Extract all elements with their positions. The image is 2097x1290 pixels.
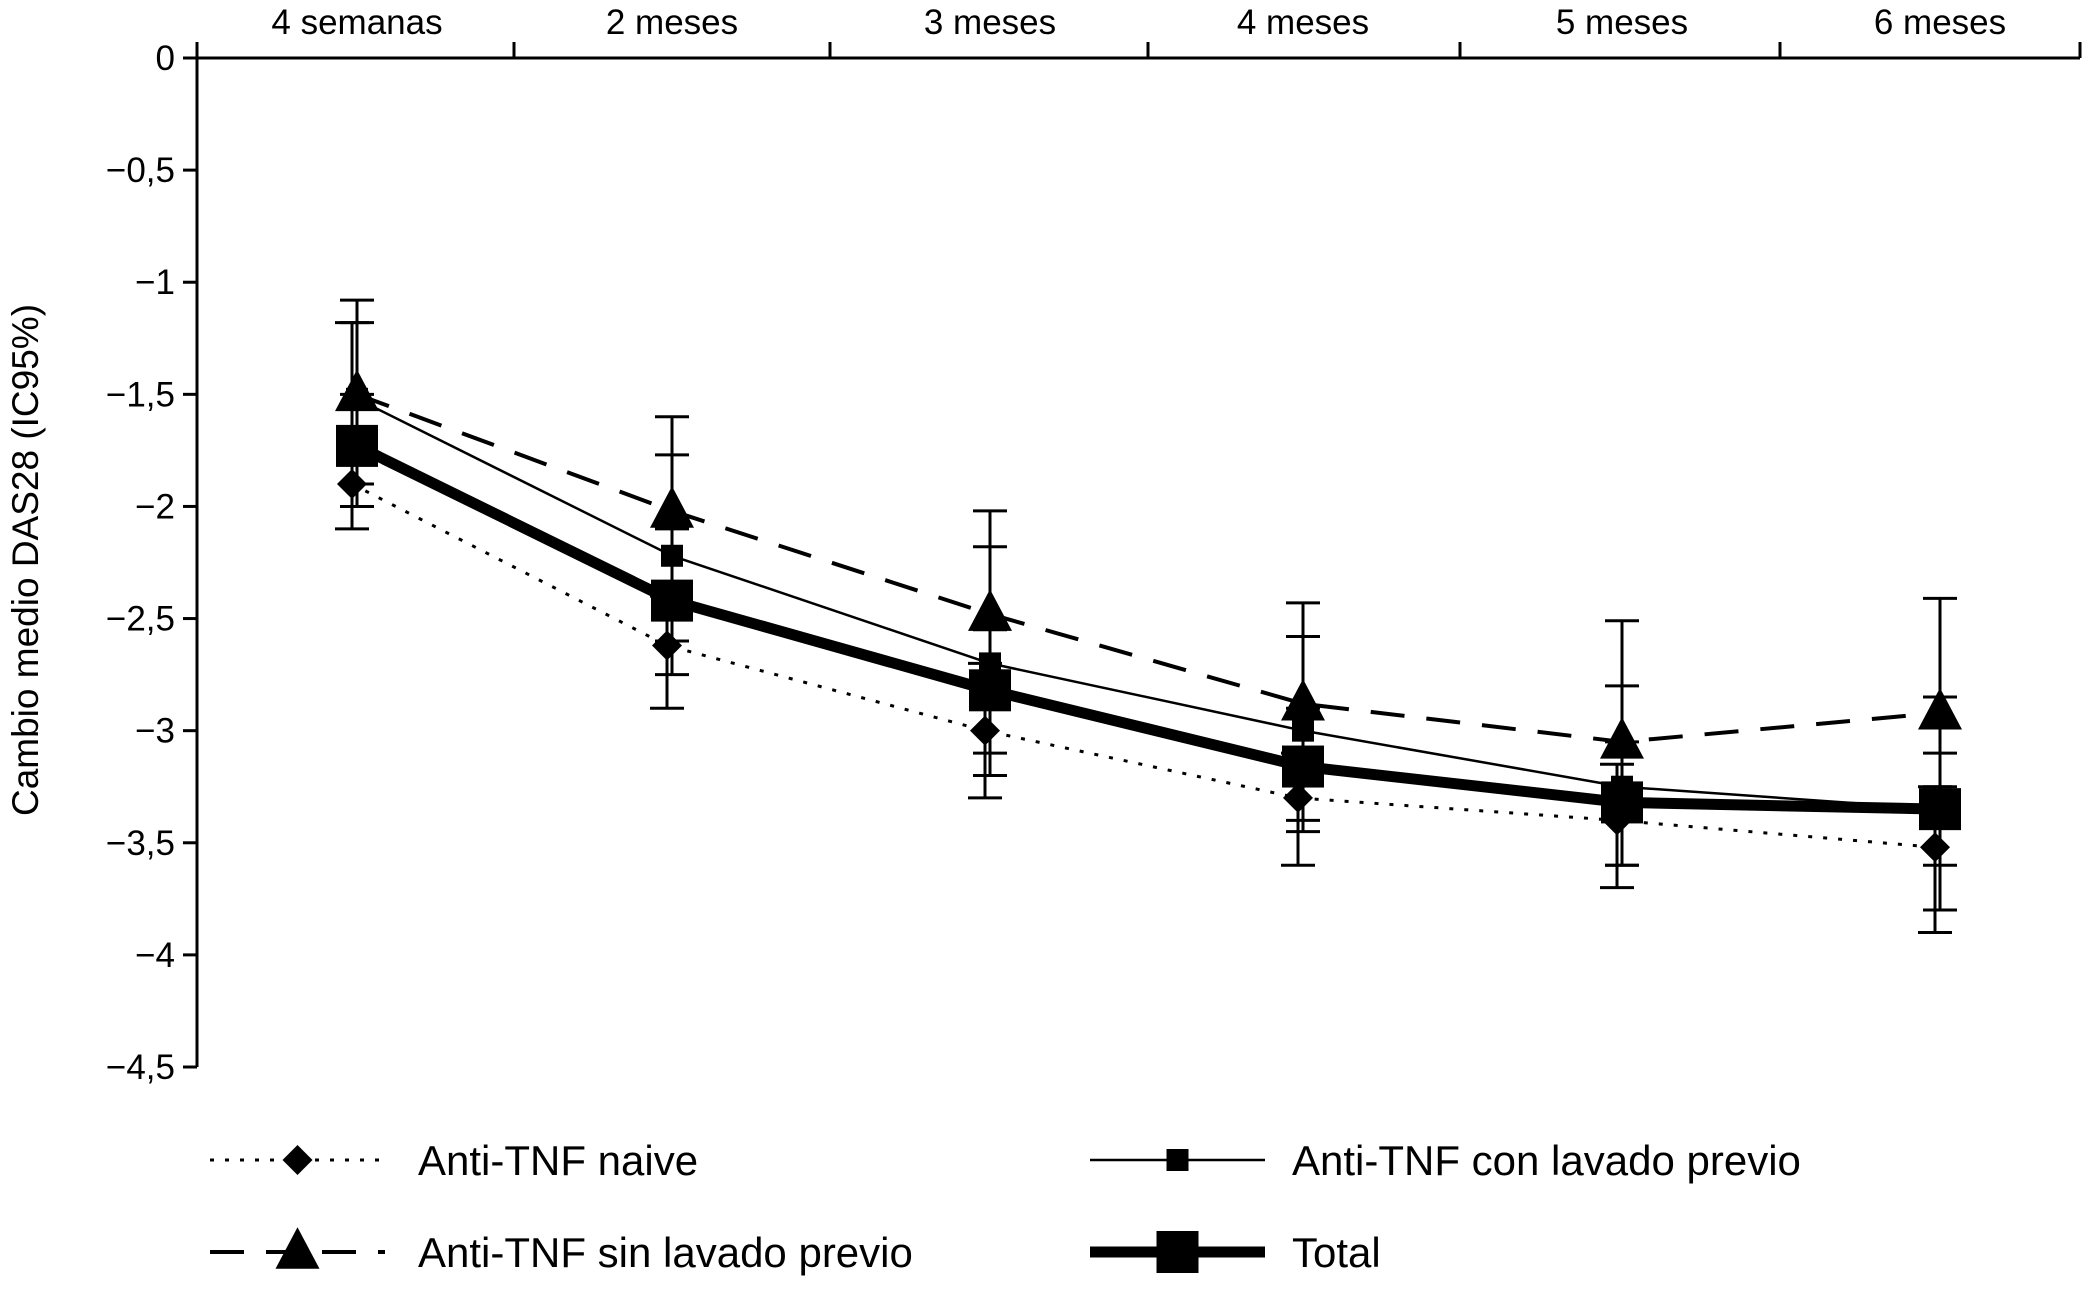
point (275, 1227, 320, 1269)
point (979, 652, 1001, 675)
legend-item: Anti-TNF naive (210, 1137, 698, 1184)
point (1918, 687, 1962, 730)
y-tick-label: 0 (156, 39, 175, 78)
point (652, 630, 682, 661)
legend-item: Anti-TNF sin lavado previo (210, 1227, 913, 1276)
y-tick-label: −1,5 (106, 375, 175, 414)
point (1282, 745, 1324, 788)
y-tick-label: −2,5 (106, 600, 175, 639)
legend-label: Anti-TNF sin lavado previo (418, 1229, 913, 1276)
legend-label: Anti-TNF con lavado previo (1292, 1137, 1801, 1184)
point (1920, 832, 1950, 863)
y-tick-label: −4 (135, 936, 175, 975)
y-tick-label: −2 (135, 487, 175, 526)
series-errorbars (340, 321, 1957, 912)
legend: Anti-TNF naive Anti-TNF con lavado previo… (210, 1137, 1801, 1276)
point (1281, 678, 1325, 721)
point (1166, 1149, 1189, 1171)
y-tick-label: −4,5 (106, 1048, 175, 1087)
point (337, 469, 367, 500)
point (650, 486, 694, 528)
point (651, 579, 693, 622)
x-category-label: 3 meses (924, 3, 1056, 42)
x-category-label: 4 semanas (271, 3, 442, 42)
series-line (356, 397, 1941, 811)
series-layer (335, 298, 1962, 934)
legend-label: Anti-TNF naive (418, 1137, 698, 1184)
y-axis-label: Cambio medio DAS28 (IC95%) (5, 304, 46, 816)
series-line (356, 392, 1941, 744)
point (1919, 788, 1961, 831)
point (336, 424, 378, 467)
series-anti-tnf-sin-lavado-previo (335, 369, 1962, 759)
point (970, 715, 1000, 746)
x-category-label: 5 meses (1556, 3, 1688, 42)
axes-layer: 0 −0,5 −1 −1,5 −2 −2,5 −3 −3,5 −4 −4,5 4 semanas 2 … (5, 3, 2082, 1087)
legend-item: Total (1090, 1229, 1381, 1276)
point (968, 589, 1012, 631)
point (969, 669, 1011, 712)
point (661, 544, 683, 567)
point (1156, 1231, 1199, 1273)
x-category-label: 6 meses (1874, 3, 2006, 42)
y-tick-label: −0,5 (106, 151, 175, 190)
point (1601, 781, 1643, 824)
series-total (336, 424, 1961, 831)
series-line (351, 482, 1936, 849)
point (1283, 782, 1313, 813)
point (282, 1145, 313, 1175)
series-anti-tnf-con-lavado-previo (346, 387, 1951, 821)
y-tick-label: −3 (135, 712, 175, 751)
point (335, 369, 379, 412)
series-errorbars (340, 392, 1957, 867)
series-line (354, 440, 1941, 815)
series-errorbars (335, 321, 1952, 934)
y-tick-label: −1 (135, 263, 175, 302)
x-category-label: 2 meses (606, 3, 738, 42)
x-category-label: 4 meses (1237, 3, 1369, 42)
y-tick-label: −3,5 (106, 824, 175, 863)
point (1292, 719, 1314, 742)
legend-label: Total (1292, 1229, 1381, 1276)
point (1600, 717, 1644, 759)
legend-item: Anti-TNF con lavado previo (1090, 1137, 1801, 1184)
